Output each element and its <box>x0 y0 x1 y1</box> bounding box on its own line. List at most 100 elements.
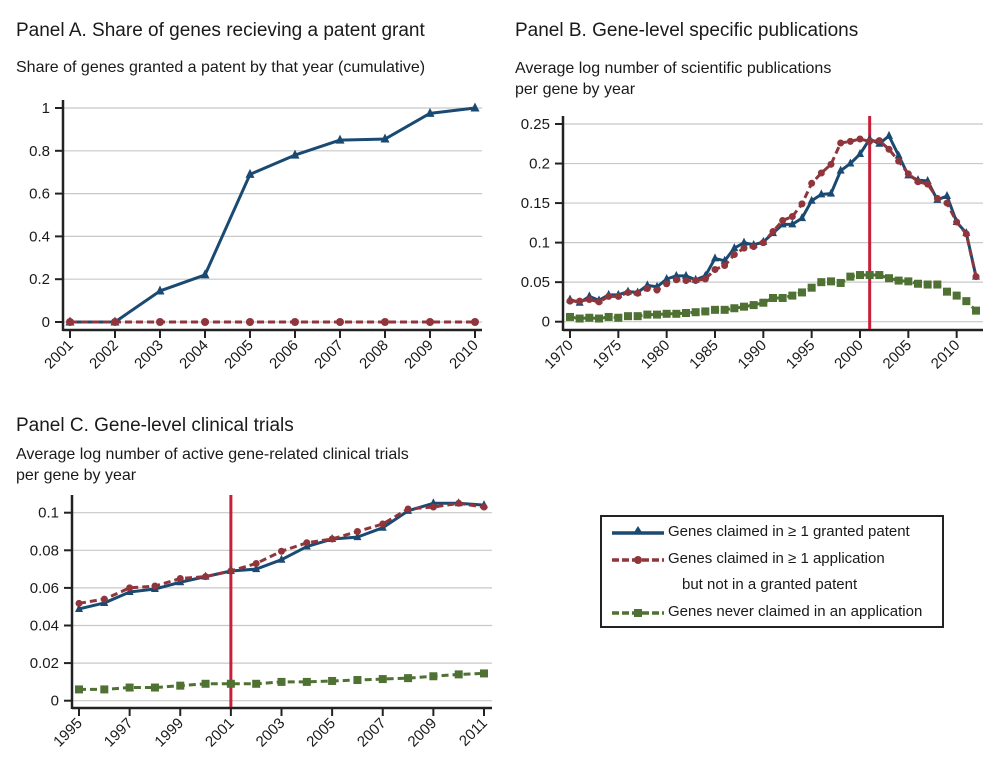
data-point-never <box>653 310 661 319</box>
data-point-application <box>914 178 922 186</box>
panel-a-title: Panel A. Share of genes recieving a pate… <box>16 20 425 41</box>
data-point-granted <box>740 237 748 246</box>
data-point-application <box>643 284 651 292</box>
data-point-never <box>914 279 922 288</box>
data-point-application <box>798 200 806 208</box>
data-point-application <box>634 289 642 297</box>
data-point-application <box>972 273 980 281</box>
data-point-application <box>336 318 344 326</box>
data-point-application <box>291 318 299 326</box>
data-point-application <box>605 292 613 300</box>
data-point-never <box>846 272 855 281</box>
panel-c-title: Panel C. Gene-level clinical trials <box>16 415 294 436</box>
data-point-application <box>769 228 777 236</box>
x-tick-label: 2000 <box>831 337 867 373</box>
data-point-never <box>480 669 488 678</box>
data-point-never <box>836 278 845 287</box>
x-tick-label: 2011 <box>456 715 491 750</box>
data-point-never <box>730 304 739 313</box>
data-point-application <box>788 213 796 221</box>
panel-b-subtitle-line1: Average log number of scientific publica… <box>515 60 832 77</box>
data-point-never <box>566 312 574 321</box>
data-point-application <box>426 318 434 326</box>
panel-a-subtitle: Share of genes granted a patent by that … <box>16 59 426 76</box>
panel-b-title: Panel B. Gene-level specific publication… <box>515 20 859 41</box>
x-tick-label: 2006 <box>266 337 302 373</box>
data-point-never <box>691 308 700 317</box>
data-point-granted <box>846 158 855 167</box>
data-point-granted <box>885 130 893 139</box>
y-tick-label: 0.1 <box>38 505 59 522</box>
data-point-never <box>701 307 710 316</box>
data-point-application <box>353 528 361 535</box>
data-point-application <box>252 559 260 567</box>
data-point-granted <box>252 564 261 573</box>
data-point-granted <box>75 603 83 612</box>
x-tick-label: 2005 <box>880 337 916 373</box>
data-point-application <box>808 179 816 187</box>
data-point-application <box>730 250 738 258</box>
data-point-never <box>595 314 603 323</box>
data-point-application <box>866 137 874 145</box>
y-tick-label: 0.2 <box>529 156 550 173</box>
y-tick-label: 0.25 <box>521 116 550 133</box>
data-point-never <box>614 313 623 322</box>
data-point-granted <box>662 273 671 282</box>
legend-label-never: Genes never claimed in an application <box>668 603 923 620</box>
data-point-never <box>378 675 387 684</box>
y-tick-label: 0.02 <box>30 655 59 672</box>
data-point-application <box>576 297 584 305</box>
y-tick-label: 0.08 <box>30 542 59 559</box>
data-point-never <box>923 280 932 289</box>
data-point-granted <box>682 270 690 279</box>
data-point-application <box>933 194 941 202</box>
data-point-never <box>624 312 632 321</box>
x-tick-label: 2005 <box>303 715 339 751</box>
data-point-never <box>788 291 797 300</box>
x-tick-label: 2009 <box>401 337 437 373</box>
data-point-granted <box>730 243 739 252</box>
y-tick-label: 0.06 <box>30 580 59 597</box>
x-tick-label: 1970 <box>541 337 577 373</box>
data-point-granted <box>807 195 816 204</box>
data-point-never <box>454 670 463 679</box>
data-point-granted <box>335 134 345 144</box>
data-point-granted <box>894 150 903 159</box>
x-tick-label: 2004 <box>176 337 212 373</box>
data-point-never <box>769 293 777 302</box>
x-tick-label: 2010 <box>928 337 964 373</box>
y-tick-label: 0 <box>542 314 550 331</box>
x-tick-label: 2005 <box>221 337 257 373</box>
data-point-application <box>75 599 83 607</box>
y-tick-label: 0.1 <box>529 235 550 252</box>
data-point-never <box>75 685 83 694</box>
data-point-granted <box>425 107 435 117</box>
data-point-application <box>779 216 787 224</box>
y-tick-label: 0.04 <box>30 618 59 635</box>
data-point-never <box>643 310 652 319</box>
panel-c-subtitle-line1: Average log number of active gene-relate… <box>16 446 409 463</box>
data-point-application <box>585 296 593 304</box>
data-point-never <box>952 291 961 300</box>
data-point-granted <box>245 168 255 178</box>
data-point-application <box>943 199 951 207</box>
data-point-application <box>663 280 671 288</box>
data-point-application <box>471 318 479 326</box>
data-point-application <box>202 573 210 581</box>
data-point-application <box>740 244 748 252</box>
panel-b-subtitle-line2: per gene by year <box>515 81 636 98</box>
data-point-application <box>381 318 389 326</box>
data-point-granted <box>943 190 951 199</box>
data-point-never <box>875 271 884 280</box>
data-point-application <box>817 169 825 177</box>
data-point-application <box>404 505 412 513</box>
data-point-granted <box>788 219 797 228</box>
data-point-never <box>226 679 235 688</box>
y-tick-label: 0 <box>42 314 50 331</box>
x-tick-label: 2001 <box>41 337 77 373</box>
data-point-never <box>328 676 337 685</box>
x-tick-label: 2009 <box>405 715 441 751</box>
legend-symbol-never <box>612 609 664 617</box>
data-point-never <box>962 297 971 306</box>
